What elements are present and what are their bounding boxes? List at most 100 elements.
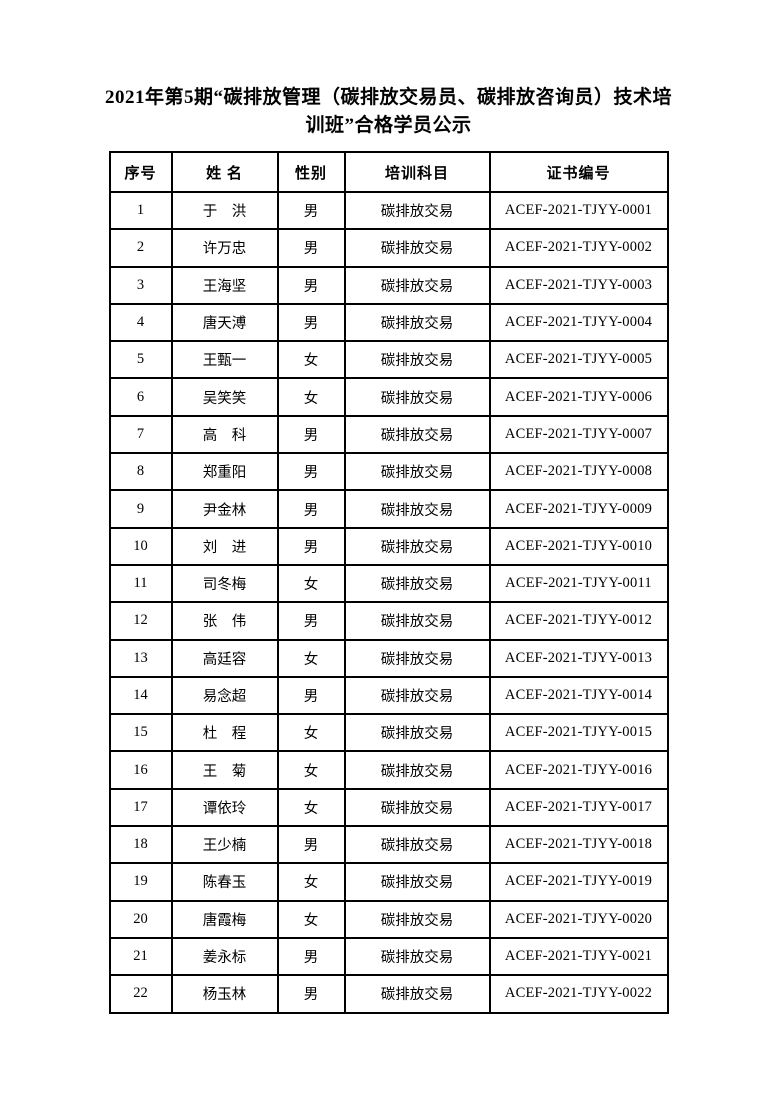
cell-certificate-number: ACEF-2021-TJYY-0017 <box>488 787 669 828</box>
cell-student-name: 尹金林 <box>170 489 279 529</box>
cell-serial-number: 15 <box>108 713 173 753</box>
table-row: 16 王 菊 女 碳排放交易 ACEF-2021-TJYY-0016 <box>108 750 669 790</box>
table-row: 2 许万忠 男 碳排放交易 ACEF-2021-TJYY-0002 <box>108 228 669 268</box>
table-row: 12 张 伟 男 碳排放交易 ACEF-2021-TJYY-0012 <box>108 601 669 641</box>
cell-certificate-number: ACEF-2021-TJYY-0011 <box>488 563 669 604</box>
cell-gender: 女 <box>276 638 346 678</box>
cell-gender: 女 <box>276 787 346 828</box>
cell-certificate-number: ACEF-2021-TJYY-0022 <box>488 974 669 1014</box>
cell-gender: 女 <box>276 750 346 790</box>
table-row: 3 王海坚 男 碳排放交易 ACEF-2021-TJYY-0003 <box>108 265 669 305</box>
cell-certificate-number: ACEF-2021-TJYY-0013 <box>488 638 669 678</box>
cell-training-subject: 碳排放交易 <box>343 377 491 417</box>
cell-training-subject: 碳排放交易 <box>343 601 491 641</box>
cell-certificate-number: ACEF-2021-TJYY-0005 <box>488 340 669 380</box>
cell-student-name: 姜永标 <box>170 936 279 977</box>
cell-student-name: 张 伟 <box>170 601 279 641</box>
cell-serial-number: 14 <box>108 675 173 716</box>
cell-training-subject: 碳排放交易 <box>343 489 491 529</box>
column-header-subject: 培训科目 <box>343 151 491 193</box>
cell-training-subject: 碳排放交易 <box>343 899 491 939</box>
cell-serial-number: 9 <box>108 489 173 529</box>
cell-gender: 女 <box>276 563 346 604</box>
table-row: 15 杜 程 女 碳排放交易 ACEF-2021-TJYY-0015 <box>108 713 669 753</box>
cell-certificate-number: ACEF-2021-TJYY-0007 <box>488 414 669 455</box>
cell-student-name: 许万忠 <box>170 228 279 268</box>
cell-certificate-number: ACEF-2021-TJYY-0008 <box>488 452 669 492</box>
cell-student-name: 于 洪 <box>170 190 279 231</box>
cell-gender: 男 <box>276 265 346 305</box>
cell-student-name: 陈春玉 <box>170 862 279 902</box>
cell-certificate-number: ACEF-2021-TJYY-0018 <box>488 825 669 865</box>
cell-training-subject: 碳排放交易 <box>343 228 491 268</box>
cell-certificate-number: ACEF-2021-TJYY-0012 <box>488 601 669 641</box>
cell-student-name: 王甄一 <box>170 340 279 380</box>
cell-student-name: 司冬梅 <box>170 563 279 604</box>
cell-student-name: 唐霞梅 <box>170 899 279 939</box>
cell-serial-number: 16 <box>108 750 173 790</box>
cell-serial-number: 19 <box>108 862 173 902</box>
cell-training-subject: 碳排放交易 <box>343 675 491 716</box>
cell-serial-number: 6 <box>108 377 173 417</box>
cell-gender: 男 <box>276 489 346 529</box>
cell-serial-number: 7 <box>108 414 173 455</box>
cell-training-subject: 碳排放交易 <box>343 414 491 455</box>
table-row: 14 易念超 男 碳排放交易 ACEF-2021-TJYY-0014 <box>108 675 669 716</box>
cell-gender: 男 <box>276 974 346 1014</box>
cell-training-subject: 碳排放交易 <box>343 825 491 865</box>
cell-certificate-number: ACEF-2021-TJYY-0003 <box>488 265 669 305</box>
cell-student-name: 郑重阳 <box>170 452 279 492</box>
cell-training-subject: 碳排放交易 <box>343 526 491 566</box>
cell-training-subject: 碳排放交易 <box>343 862 491 902</box>
cell-training-subject: 碳排放交易 <box>343 452 491 492</box>
cell-student-name: 杨玉林 <box>170 974 279 1014</box>
table-row: 19 陈春玉 女 碳排放交易 ACEF-2021-TJYY-0019 <box>108 862 669 902</box>
cell-student-name: 吴笑笑 <box>170 377 279 417</box>
column-header-gender: 性别 <box>276 151 346 193</box>
table-row: 4 唐天溥 男 碳排放交易 ACEF-2021-TJYY-0004 <box>108 302 669 343</box>
cell-certificate-number: ACEF-2021-TJYY-0006 <box>488 377 669 417</box>
header-row: 序号 姓 名 性别 培训科目 证书编号 <box>108 151 669 193</box>
cell-serial-number: 2 <box>108 228 173 268</box>
cell-gender: 男 <box>276 601 346 641</box>
cell-certificate-number: ACEF-2021-TJYY-0004 <box>488 302 669 343</box>
page-title-line-1: 2021年第5期“碳排放管理（碳排放交易员、碳排放咨询员）技术培 <box>104 87 672 108</box>
column-header-name: 姓 名 <box>170 151 279 193</box>
cell-serial-number: 13 <box>108 638 173 678</box>
cell-gender: 男 <box>276 414 346 455</box>
table-row: 22 杨玉林 男 碳排放交易 ACEF-2021-TJYY-0022 <box>108 974 669 1014</box>
table-row: 11 司冬梅 女 碳排放交易 ACEF-2021-TJYY-0011 <box>108 563 669 604</box>
cell-student-name: 谭依玲 <box>170 787 279 828</box>
cell-serial-number: 4 <box>108 302 173 343</box>
cell-training-subject: 碳排放交易 <box>343 787 491 828</box>
cell-training-subject: 碳排放交易 <box>343 302 491 343</box>
cell-gender: 男 <box>276 526 346 566</box>
cell-certificate-number: ACEF-2021-TJYY-0015 <box>488 713 669 753</box>
cell-gender: 男 <box>276 228 346 268</box>
table-row: 6 吴笑笑 女 碳排放交易 ACEF-2021-TJYY-0006 <box>108 377 669 417</box>
table-row: 13 高廷容 女 碳排放交易 ACEF-2021-TJYY-0013 <box>108 638 669 678</box>
table-row: 9 尹金林 男 碳排放交易 ACEF-2021-TJYY-0009 <box>108 489 669 529</box>
cell-serial-number: 21 <box>108 936 173 977</box>
cell-training-subject: 碳排放交易 <box>343 638 491 678</box>
cell-serial-number: 5 <box>108 340 173 380</box>
cell-gender: 男 <box>276 452 346 492</box>
cell-training-subject: 碳排放交易 <box>343 936 491 977</box>
cell-serial-number: 12 <box>108 601 173 641</box>
column-header-cert: 证书编号 <box>488 151 669 193</box>
roster-table-header: 序号 姓 名 性别 培训科目 证书编号 <box>108 151 669 193</box>
cell-gender: 女 <box>276 713 346 753</box>
cell-training-subject: 碳排放交易 <box>343 713 491 753</box>
cell-student-name: 唐天溥 <box>170 302 279 343</box>
cell-student-name: 刘 进 <box>170 526 279 566</box>
cell-student-name: 王海坚 <box>170 265 279 305</box>
cell-serial-number: 8 <box>108 452 173 492</box>
cell-certificate-number: ACEF-2021-TJYY-0021 <box>488 936 669 977</box>
cell-certificate-number: ACEF-2021-TJYY-0010 <box>488 526 669 566</box>
cell-training-subject: 碳排放交易 <box>343 563 491 604</box>
cell-serial-number: 11 <box>108 563 173 604</box>
cell-certificate-number: ACEF-2021-TJYY-0009 <box>488 489 669 529</box>
cell-gender: 女 <box>276 377 346 417</box>
cell-serial-number: 1 <box>108 190 173 231</box>
